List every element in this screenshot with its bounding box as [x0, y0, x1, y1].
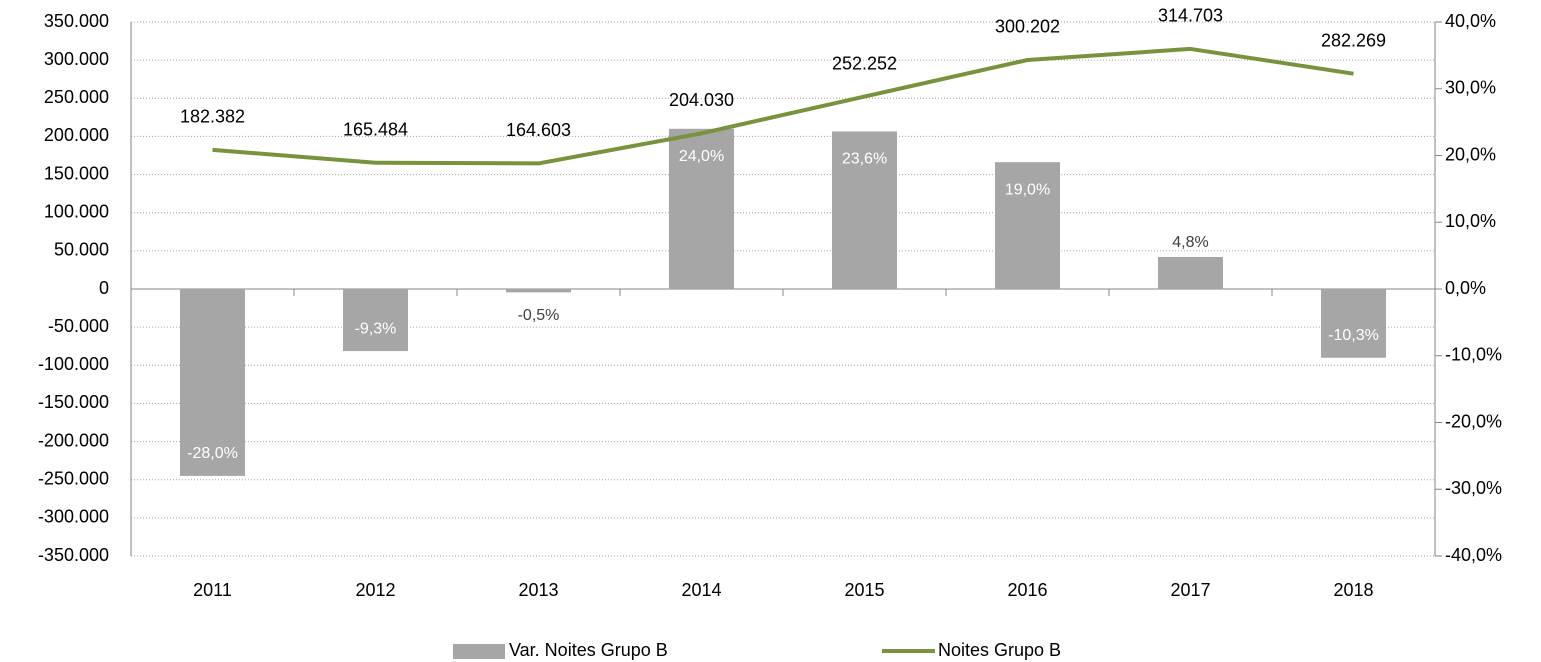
y2-tick-label: -10,0%: [1445, 345, 1502, 365]
y2-tick-label: 20,0%: [1445, 144, 1496, 164]
y-tick-label: -200.000: [38, 430, 109, 450]
x-tick-label: 2013: [518, 580, 558, 600]
x-tick-label: 2017: [1170, 580, 1210, 600]
x-tick-label: 2014: [681, 580, 721, 600]
legend-label: Var. Noites Grupo B: [509, 640, 668, 660]
y-tick-label: 150.000: [44, 163, 109, 183]
y2-tick-label: 0,0%: [1445, 278, 1486, 298]
y-tick-label: 100.000: [44, 201, 109, 221]
bar-value-label: 19,0%: [1005, 181, 1050, 198]
line: [212, 46, 1354, 166]
y-tick-label: 250.000: [44, 87, 109, 107]
line-value-label: 282.269: [1321, 30, 1386, 50]
y-tick-label: -50.000: [48, 316, 109, 336]
bar-value-label: -9,3%: [355, 320, 397, 337]
bar: [995, 162, 1060, 289]
line-value-label: 165.484: [343, 120, 408, 140]
bar: [506, 289, 571, 293]
bar: [1321, 289, 1386, 358]
bar: [1158, 256, 1223, 289]
bar-value-label: 23,6%: [842, 151, 887, 168]
x-tick-label: 2011: [193, 580, 232, 600]
y-tick-label: -100.000: [38, 354, 109, 374]
y2-tick-label: 40,0%: [1445, 11, 1496, 31]
line-value-label: 314.703: [1158, 6, 1223, 26]
y-tick-label: 50.000: [54, 240, 109, 260]
line-value-label: 252.252: [832, 53, 897, 73]
y2-tick-label: 30,0%: [1445, 78, 1496, 98]
y2-tick-label: -40,0%: [1445, 545, 1502, 565]
y2-tick-label: 10,0%: [1445, 211, 1496, 231]
y2-tick-label: -20,0%: [1445, 411, 1502, 431]
bar: [669, 128, 734, 289]
y2-tick-label: -30,0%: [1445, 478, 1502, 498]
y-tick-label: -250.000: [38, 468, 109, 488]
y-tick-label: 300.000: [44, 49, 109, 69]
x-tick-label: 2012: [355, 580, 395, 600]
legend-swatch: [453, 644, 505, 659]
x-tick-label: 2018: [1333, 580, 1373, 600]
y-tick-label: 0: [99, 278, 109, 298]
x-tick-label: 2016: [1007, 580, 1047, 600]
bar: [832, 131, 897, 289]
line-value-label: 204.030: [669, 90, 734, 110]
x-tick-label: 2015: [844, 580, 884, 600]
bar: [343, 289, 408, 352]
bar-value-label: -28,0%: [187, 445, 238, 462]
y-tick-label: -150.000: [38, 392, 109, 412]
y-tick-label: 200.000: [44, 125, 109, 145]
line-value-label: 164.603: [506, 120, 571, 140]
y-tick-label: 350.000: [44, 11, 109, 31]
legend-label: Noites Grupo B: [938, 640, 1061, 660]
bar-value-label: -0,5%: [518, 307, 560, 324]
bar-value-label: 24,0%: [679, 148, 724, 165]
y-tick-label: -300.000: [38, 507, 109, 527]
bar-value-label: 4,8%: [1172, 234, 1208, 251]
bar: [180, 289, 245, 476]
bar-value-label: -10,3%: [1328, 327, 1379, 344]
y-tick-label: -350.000: [38, 545, 109, 565]
line-value-label: 182.382: [180, 107, 245, 127]
line-value-label: 300.202: [995, 17, 1060, 37]
